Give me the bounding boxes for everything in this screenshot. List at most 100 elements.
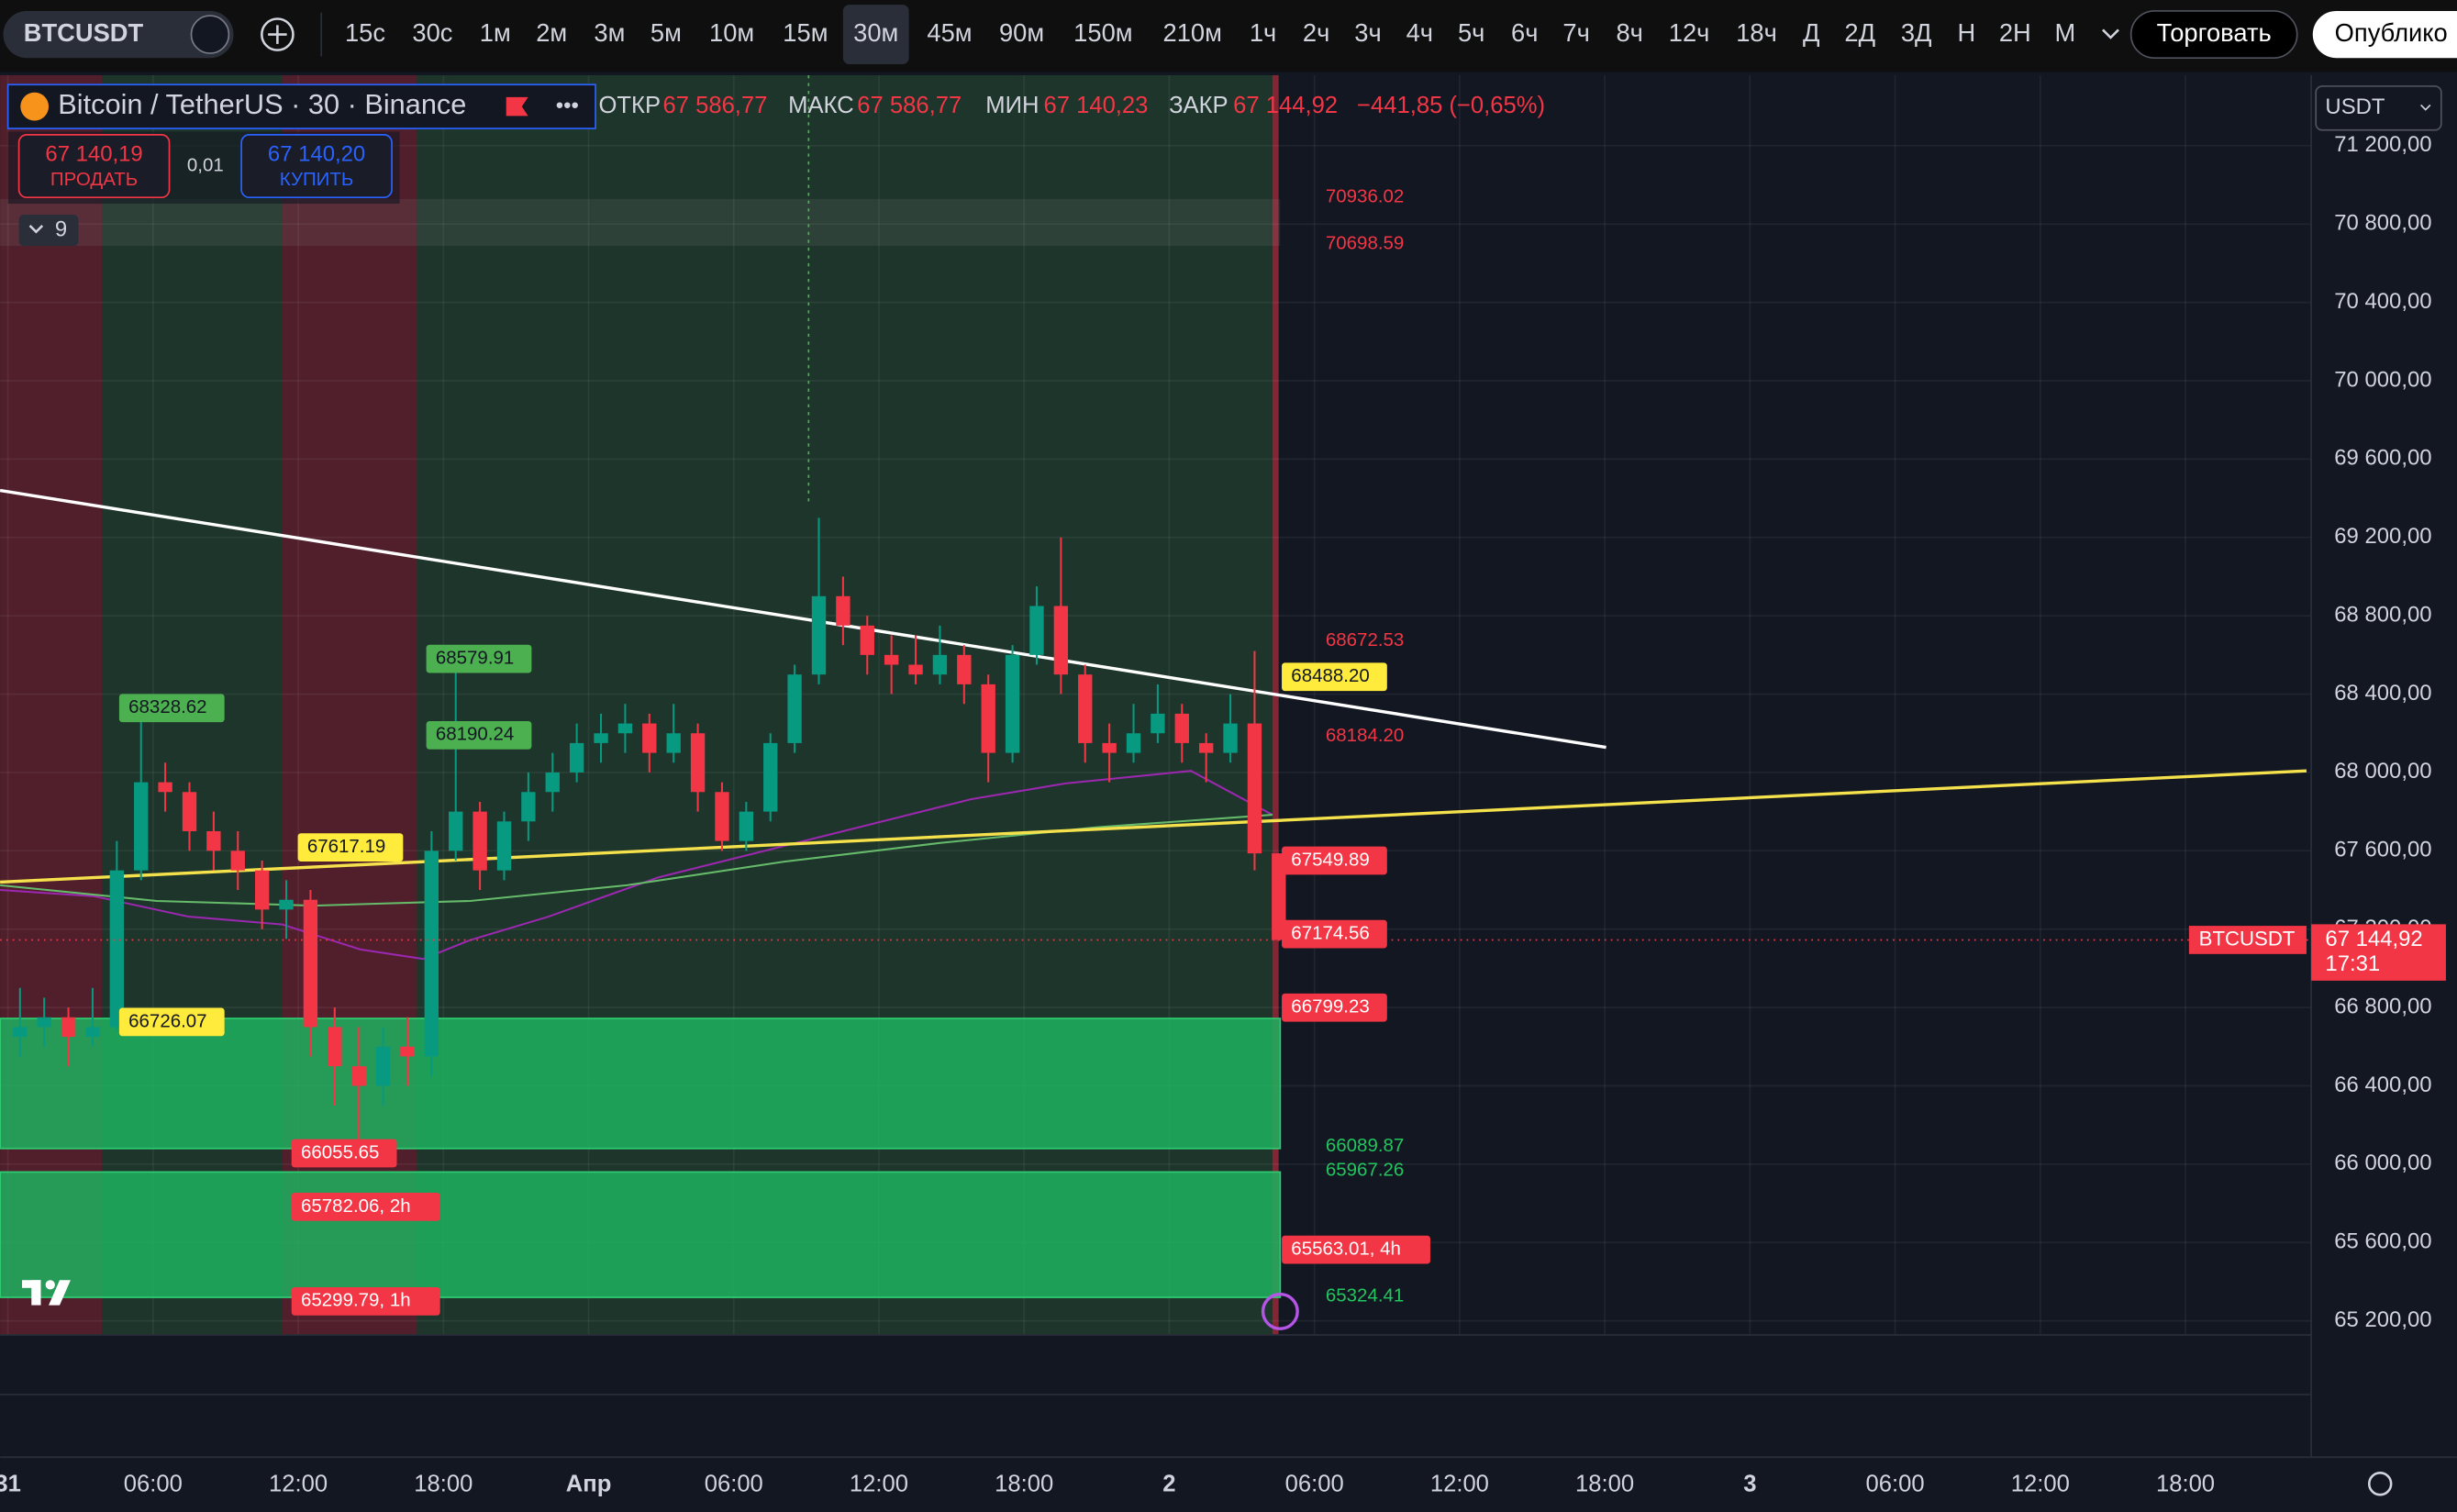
- interval[interactable]: М: [2055, 18, 2076, 47]
- indicators-count[interactable]: 9: [55, 217, 67, 241]
- level-label: 68328.62: [128, 696, 206, 717]
- sell-button[interactable]: [17, 134, 171, 199]
- indicators-toggle[interactable]: [18, 214, 79, 247]
- legend-title[interactable]: Bitcoin / TetherUS · 30 · Binance: [58, 88, 466, 120]
- x-tick-label: 12:00: [2011, 1472, 2070, 1497]
- legend-label: ЗАКР: [1169, 93, 1228, 118]
- indicators: [0, 74, 2307, 961]
- level-box: [426, 644, 532, 673]
- buy-price[interactable]: 67 140,20: [268, 141, 365, 166]
- interval[interactable]: 2Д: [1844, 18, 1875, 47]
- moving-average: [0, 770, 1273, 961]
- interval[interactable]: 30с: [412, 18, 452, 47]
- interval[interactable]: 3м: [594, 18, 625, 47]
- level-box: [1282, 846, 1387, 875]
- y-tick-label: 68 800,00: [2334, 602, 2431, 627]
- publish-button[interactable]: [2312, 10, 2457, 59]
- more-intervals[interactable]: [2102, 28, 2119, 39]
- currency[interactable]: USDT: [2325, 94, 2385, 119]
- interval[interactable]: 2м: [536, 18, 567, 47]
- level-label: 65782.06, 2h: [301, 1195, 411, 1217]
- publish-button-label[interactable]: Опублико: [2335, 18, 2448, 47]
- interval[interactable]: 45м: [927, 18, 972, 47]
- level-box: [118, 694, 225, 723]
- y-tick-label: 70 800,00: [2334, 211, 2431, 236]
- y-tick-label: 71 200,00: [2334, 132, 2431, 157]
- flag-icon[interactable]: [506, 96, 528, 117]
- interval[interactable]: 18ч: [1736, 18, 1777, 47]
- interval[interactable]: 1м: [480, 18, 511, 47]
- add-symbol[interactable]: [261, 17, 295, 51]
- alert-icon[interactable]: [1261, 1292, 1299, 1330]
- level-box: [426, 720, 532, 750]
- interval[interactable]: 6ч: [1511, 18, 1538, 47]
- interval[interactable]: 2ч: [1303, 18, 1329, 47]
- candle-body: [884, 654, 899, 665]
- interval[interactable]: 8ч: [1616, 18, 1642, 47]
- candle-body: [158, 782, 172, 793]
- level-label: 66799.23: [1291, 996, 1369, 1017]
- level-label: 68579.91: [436, 648, 514, 669]
- interval[interactable]: 150м: [1073, 18, 1132, 47]
- symbol-box[interactable]: [3, 10, 234, 59]
- interval[interactable]: 4ч: [1406, 18, 1433, 47]
- y-tick-label: 66 800,00: [2334, 994, 2431, 1018]
- legend-box[interactable]: [6, 83, 596, 129]
- interval[interactable]: 2Н: [1999, 18, 2031, 47]
- candle-body: [908, 664, 923, 675]
- x-tick-label: 12:00: [850, 1472, 908, 1497]
- buy-button[interactable]: [240, 134, 393, 199]
- interval[interactable]: 210м: [1163, 18, 1222, 47]
- zone-demand: [0, 1171, 1282, 1298]
- x-tick-label: 31: [0, 1472, 21, 1497]
- time-axis: 31 06:00 12:00 18:00 Апр 06:00 12:00 18:00 2 06:0…: [0, 1472, 2215, 1497]
- interval[interactable]: 90м: [999, 18, 1044, 47]
- more-icon[interactable]: •••: [556, 93, 579, 117]
- price-tag-label: 67 144,92: [2325, 927, 2422, 951]
- trendline: [0, 488, 1606, 750]
- buy-label[interactable]: КУПИТЬ: [280, 169, 354, 190]
- candle-body: [1272, 853, 1286, 940]
- sell-price[interactable]: 67 140,19: [45, 141, 142, 166]
- interval[interactable]: 15с: [345, 18, 385, 47]
- legend-change: −441,85 (−0,65%): [1357, 93, 1545, 118]
- level-label: 68672.53: [1326, 629, 1404, 650]
- interval[interactable]: 3ч: [1354, 18, 1381, 47]
- level-box: [291, 1286, 440, 1316]
- candle-body: [472, 811, 487, 871]
- candle-body: [1174, 713, 1189, 743]
- legend-value: 67 140,23: [1043, 93, 1148, 118]
- level-box: [118, 1007, 225, 1037]
- candle-body: [254, 870, 270, 910]
- interval[interactable]: 12ч: [1669, 18, 1710, 47]
- symbol-icon[interactable]: [190, 15, 230, 54]
- trade-button[interactable]: [2129, 10, 2298, 60]
- interval[interactable]: Д: [1803, 18, 1820, 47]
- level-label: 68184.20: [1326, 725, 1404, 746]
- y-tick-label: 70 000,00: [2334, 367, 2431, 392]
- coin-icon: [20, 92, 50, 121]
- sell-label[interactable]: ПРОДАТЬ: [50, 169, 138, 190]
- interval[interactable]: 1ч: [1250, 18, 1276, 47]
- interval[interactable]: 5ч: [1458, 18, 1484, 47]
- x-tick-label: 12:00: [269, 1472, 328, 1497]
- interval[interactable]: 15м: [783, 18, 828, 47]
- zone-red: [1272, 74, 1279, 1336]
- y-tick-label: 69 200,00: [2334, 524, 2431, 549]
- interval[interactable]: 7ч: [1562, 18, 1589, 47]
- interval[interactable]: 30м: [853, 18, 898, 47]
- interval[interactable]: Н: [1957, 18, 1975, 47]
- interval[interactable]: 5м: [650, 18, 682, 47]
- interval[interactable]: 10м: [709, 18, 754, 47]
- interval[interactable]: 3Д: [1901, 18, 1932, 47]
- candle-body: [1198, 742, 1214, 753]
- settings-icon[interactable]: [2367, 1472, 2393, 1496]
- legend-label: МИН: [985, 93, 1039, 118]
- symbol[interactable]: BTCUSDT: [24, 18, 144, 47]
- candle-body: [1029, 606, 1044, 655]
- currency-select[interactable]: [2315, 85, 2442, 131]
- trade-button-label[interactable]: Торговать: [2157, 18, 2272, 47]
- y-tick-label: 68 000,00: [2334, 759, 2431, 784]
- candle-body: [836, 595, 850, 626]
